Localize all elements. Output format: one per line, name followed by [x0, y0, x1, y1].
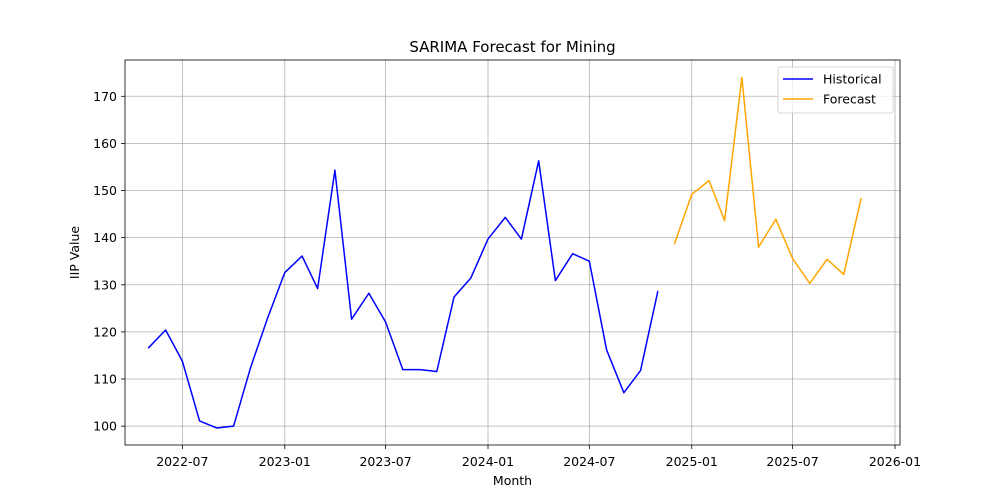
y-tick-label: 150	[93, 183, 117, 198]
data-point-historical	[572, 253, 574, 255]
data-point-forecast	[843, 273, 845, 276]
legend-label-forecast: Forecast	[823, 92, 876, 107]
y-tick-label: 170	[93, 89, 117, 104]
data-point-historical	[657, 290, 659, 292]
data-point-historical	[284, 271, 286, 274]
data-point-historical	[588, 260, 590, 262]
plot-frame	[124, 59, 901, 446]
data-point-historical	[436, 370, 438, 373]
y-tick-label: 130	[93, 277, 117, 292]
data-point-historical	[453, 296, 455, 298]
data-point-forecast	[724, 220, 726, 222]
data-point-historical	[554, 279, 556, 282]
data-point-historical	[384, 321, 387, 323]
data-point-forecast	[741, 76, 743, 79]
data-point-forecast	[809, 282, 811, 284]
data-point-forecast	[708, 180, 710, 182]
data-point-historical	[639, 369, 642, 372]
x-axis-label: Month	[493, 473, 532, 488]
data-point-historical	[199, 420, 201, 422]
data-point-historical	[623, 392, 625, 394]
legend-label-historical: Historical	[823, 72, 882, 87]
y-tick-label: 120	[93, 324, 117, 339]
data-point-forecast	[860, 197, 862, 200]
data-point-historical	[605, 349, 608, 351]
data-point-forecast	[673, 243, 676, 245]
y-tick-label: 160	[93, 136, 117, 151]
data-point-historical	[250, 366, 252, 368]
data-point-historical	[165, 329, 167, 331]
data-point-historical	[232, 425, 235, 427]
x-tick-label: 2026-01	[869, 454, 921, 469]
y-tick-label: 140	[93, 230, 117, 245]
data-point-historical	[402, 369, 404, 371]
y-tick-label: 100	[93, 419, 117, 434]
data-point-forecast	[757, 246, 760, 248]
data-point-historical	[504, 216, 506, 218]
axis-ticks: 2022-07 2023-01 2023-07 2024-01 2024-07 2025-…	[93, 89, 921, 469]
x-tick-label: 2024-01	[462, 454, 514, 469]
series-line-forecast	[673, 76, 862, 285]
legend: Historical Forecast	[777, 66, 894, 114]
x-tick-label: 2024-07	[563, 454, 615, 469]
data-point-forecast	[826, 258, 828, 260]
data-point-historical	[538, 160, 540, 162]
data-point-historical	[317, 287, 319, 290]
data-point-historical	[216, 427, 218, 429]
y-tick-label: 110	[93, 372, 117, 387]
data-point-historical	[334, 169, 336, 171]
x-tick-label: 2025-01	[666, 454, 718, 469]
chart-title: SARIMA Forecast for Mining	[409, 38, 615, 56]
data-point-historical	[368, 292, 370, 294]
data-point-forecast	[791, 257, 794, 259]
series-lines	[147, 76, 862, 429]
y-axis-label: IIP Value	[67, 226, 82, 280]
data-point-historical	[520, 238, 523, 240]
series-line-historical	[147, 160, 659, 429]
x-tick-label: 2022-07	[156, 454, 208, 469]
x-tick-label: 2025-07	[766, 454, 818, 469]
data-point-historical	[181, 360, 183, 362]
x-tick-label: 2023-01	[259, 454, 311, 469]
data-point-historical	[301, 255, 303, 257]
data-point-forecast	[691, 193, 693, 195]
data-point-historical	[419, 369, 421, 371]
data-point-historical	[470, 277, 472, 279]
grid	[125, 60, 900, 445]
data-point-historical	[147, 347, 149, 349]
x-tick-label: 2023-07	[359, 454, 411, 469]
data-point-historical	[487, 238, 489, 240]
data-point-historical	[350, 318, 353, 320]
data-point-forecast	[775, 218, 777, 220]
data-point-historical	[266, 317, 269, 319]
